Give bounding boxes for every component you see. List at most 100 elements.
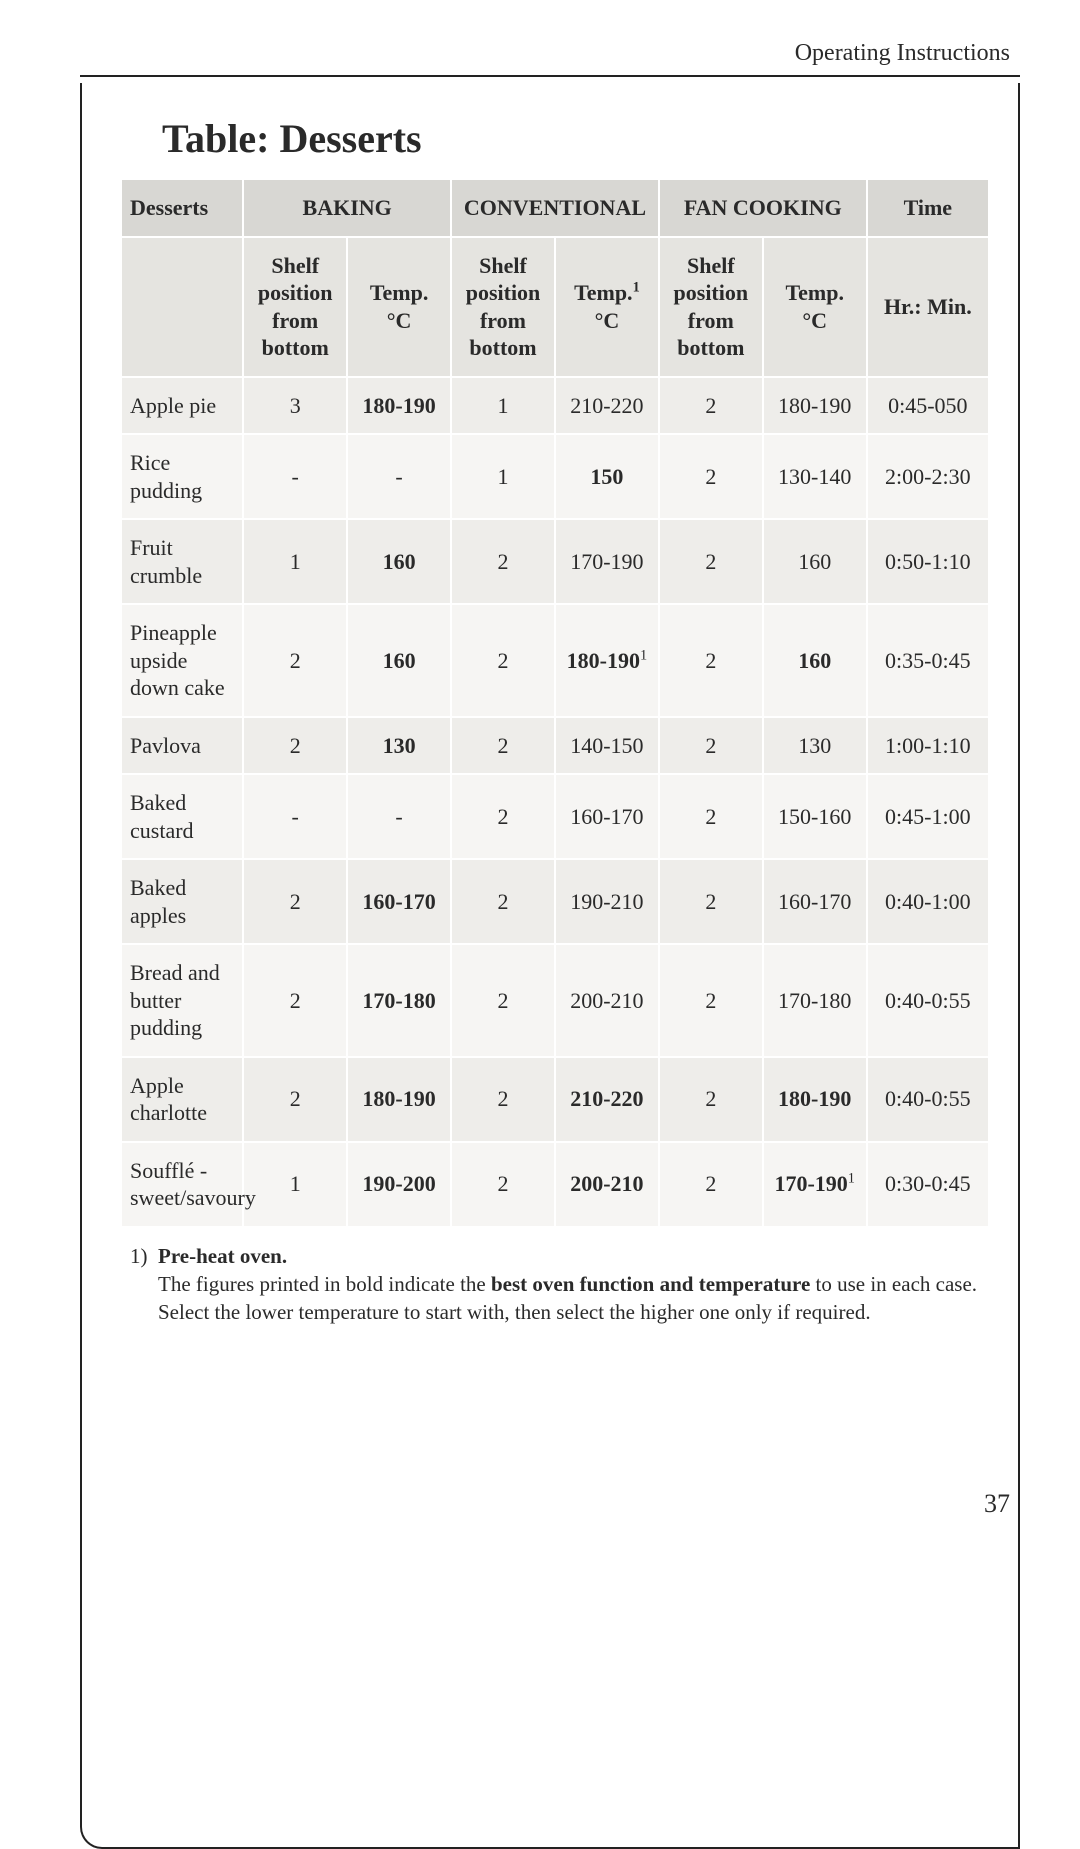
table-cell: 200-210 (555, 944, 659, 1057)
table-cell: Pavlova (122, 717, 243, 775)
table-row: Baked apples2160-1702190-2102160-1700:40… (122, 859, 988, 944)
table-cell: 180-190 (347, 1057, 451, 1142)
table-cell: 2 (659, 377, 763, 435)
table-cell: 2 (451, 717, 555, 775)
table-cell: Fruit crumble (122, 519, 243, 604)
footnote-preheat: Pre-heat oven. (158, 1244, 287, 1268)
table-cell: 180-190 (763, 377, 867, 435)
table-cell: 160-170 (347, 859, 451, 944)
table-cell: 200-210 (555, 1142, 659, 1227)
th-hrmin: Hr.: Min. (867, 237, 988, 377)
table-cell: 2 (451, 774, 555, 859)
th-baking: BAKING (243, 180, 451, 237)
table-cell: 2 (243, 604, 347, 717)
table-cell: 2 (243, 1057, 347, 1142)
th-fan: FAN COOKING (659, 180, 867, 237)
table-cell: 0:30-0:45 (867, 1142, 988, 1227)
table-cell: 2 (243, 944, 347, 1057)
table-cell: Baked apples (122, 859, 243, 944)
table-cell: Bread and butter pudding (122, 944, 243, 1057)
table-cell: 180-1901 (555, 604, 659, 717)
table-cell: 2 (451, 604, 555, 717)
table-cell: 2 (659, 519, 763, 604)
th-time: Time (867, 180, 988, 237)
table-row: Baked custard--2160-1702150-1600:45-1:00 (122, 774, 988, 859)
table-cell: 180-190 (347, 377, 451, 435)
table-cell: - (243, 434, 347, 519)
table-cell: 1 (451, 377, 555, 435)
table-cell: 170-1901 (763, 1142, 867, 1227)
th-conv-shelf: Shelf position from bottom (451, 237, 555, 377)
table-cell: 160-170 (555, 774, 659, 859)
table-cell: 1 (451, 434, 555, 519)
table-cell: 180-190 (763, 1057, 867, 1142)
table-cell: 2 (451, 519, 555, 604)
table-group-header-row: Desserts BAKING CONVENTIONAL FAN COOKING… (122, 180, 988, 237)
table-row: Pavlova21302140-15021301:00-1:10 (122, 717, 988, 775)
table-cell: 190-200 (347, 1142, 451, 1227)
table-row: Pineapple upside down cake21602180-19012… (122, 604, 988, 717)
table-row: Soufflé - sweet/savoury1190-2002200-2102… (122, 1142, 988, 1227)
table-cell: 130-140 (763, 434, 867, 519)
table-cell: 1 (243, 519, 347, 604)
table-cell: Soufflé - sweet/savoury (122, 1142, 243, 1227)
table-cell: 170-180 (763, 944, 867, 1057)
content-frame: Table: Desserts Desserts BAKING CONVENTI… (80, 83, 1020, 1849)
th-fan-temp: Temp.°C (763, 237, 867, 377)
table-row: Bread and butter pudding2170-1802200-210… (122, 944, 988, 1057)
table-cell: 190-210 (555, 859, 659, 944)
table-row: Fruit crumble11602170-19021600:50-1:10 (122, 519, 988, 604)
page: Operating Instructions Table: Desserts D… (0, 0, 1080, 1529)
table-cell: 0:40-0:55 (867, 1057, 988, 1142)
table-cell: 160 (763, 604, 867, 717)
table-cell: 2 (659, 774, 763, 859)
table-cell: Rice pudding (122, 434, 243, 519)
table-cell: Baked custard (122, 774, 243, 859)
table-cell: 1:00-1:10 (867, 717, 988, 775)
table-cell: 0:45-050 (867, 377, 988, 435)
page-number: 37 (984, 1489, 1010, 1519)
table-cell: 140-150 (555, 717, 659, 775)
table-cell: - (243, 774, 347, 859)
table-cell: 3 (243, 377, 347, 435)
desserts-table: Desserts BAKING CONVENTIONAL FAN COOKING… (122, 180, 988, 1228)
table-cell: 0:50-1:10 (867, 519, 988, 604)
footnote-line3: Select the lower temperature to start wi… (158, 1298, 988, 1326)
table-cell: 0:40-1:00 (867, 859, 988, 944)
th-blank (122, 237, 243, 377)
table-cell: 2 (451, 1057, 555, 1142)
table-cell: 160 (763, 519, 867, 604)
table-cell: 2 (659, 434, 763, 519)
table-cell: Apple pie (122, 377, 243, 435)
footnotes: 1)Pre-heat oven. The figures printed in … (122, 1242, 988, 1327)
th-fan-shelf: Shelf position from bottom (659, 237, 763, 377)
table-cell: 0:45-1:00 (867, 774, 988, 859)
table-cell: 2:00-2:30 (867, 434, 988, 519)
table-row: Rice pudding--11502130-1402:00-2:30 (122, 434, 988, 519)
table-cell: 160 (347, 519, 451, 604)
table-cell: 150-160 (763, 774, 867, 859)
table-cell: 2 (451, 1142, 555, 1227)
table-cell: 170-190 (555, 519, 659, 604)
header-section: Operating Instructions (80, 40, 1020, 77)
th-conventional: CONVENTIONAL (451, 180, 659, 237)
table-cell: Apple charlotte (122, 1057, 243, 1142)
table-cell: 160-170 (763, 859, 867, 944)
table-title: Table: Desserts (162, 115, 988, 162)
table-cell: 2 (659, 1057, 763, 1142)
table-cell: 170-180 (347, 944, 451, 1057)
th-desserts: Desserts (122, 180, 243, 237)
table-cell: 0:40-0:55 (867, 944, 988, 1057)
table-cell: - (347, 774, 451, 859)
footnote-number: 1) (130, 1242, 158, 1270)
table-cell: 210-220 (555, 1057, 659, 1142)
table-cell: 2 (659, 604, 763, 717)
table-cell: 2 (659, 1142, 763, 1227)
table-cell: 130 (763, 717, 867, 775)
table-cell: 2 (659, 944, 763, 1057)
table-cell: 2 (243, 859, 347, 944)
th-conv-temp: Temp.1°C (555, 237, 659, 377)
table-row: Apple charlotte2180-1902210-2202180-1900… (122, 1057, 988, 1142)
table-cell: - (347, 434, 451, 519)
table-cell: Pineapple upside down cake (122, 604, 243, 717)
